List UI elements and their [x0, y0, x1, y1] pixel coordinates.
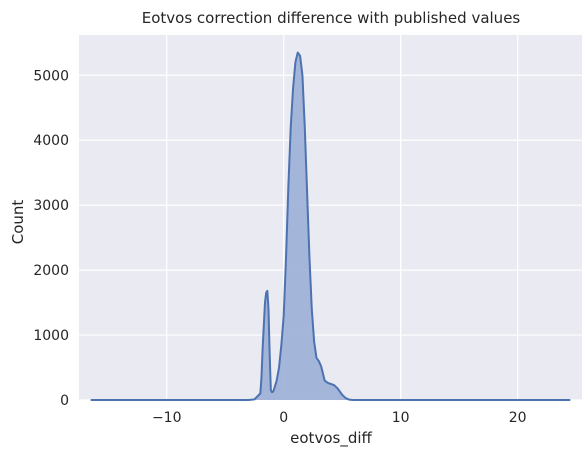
y-tick-label: 4000	[33, 133, 69, 149]
x-tick-label: 0	[279, 410, 288, 426]
x-axis-label: eotvos_diff	[290, 429, 372, 448]
chart-title: Eotvos correction difference with publis…	[142, 9, 521, 27]
x-tick-label: 20	[509, 410, 527, 426]
y-tick-label: 2000	[33, 263, 69, 279]
x-tick-label: 10	[392, 410, 410, 426]
tick-labels: −10 0 10 20 0 1000 2000 3000 4000 5000	[33, 68, 526, 426]
y-tick-label: 0	[60, 393, 69, 409]
data-layer	[90, 51, 571, 401]
y-axis-label: Count	[9, 200, 27, 245]
x-tick-label: −10	[152, 410, 182, 426]
y-tick-label: 5000	[33, 68, 69, 84]
y-tick-label: 1000	[33, 328, 69, 344]
y-tick-label: 3000	[33, 198, 69, 214]
kde-line	[90, 51, 571, 401]
plot-background	[79, 35, 582, 400]
